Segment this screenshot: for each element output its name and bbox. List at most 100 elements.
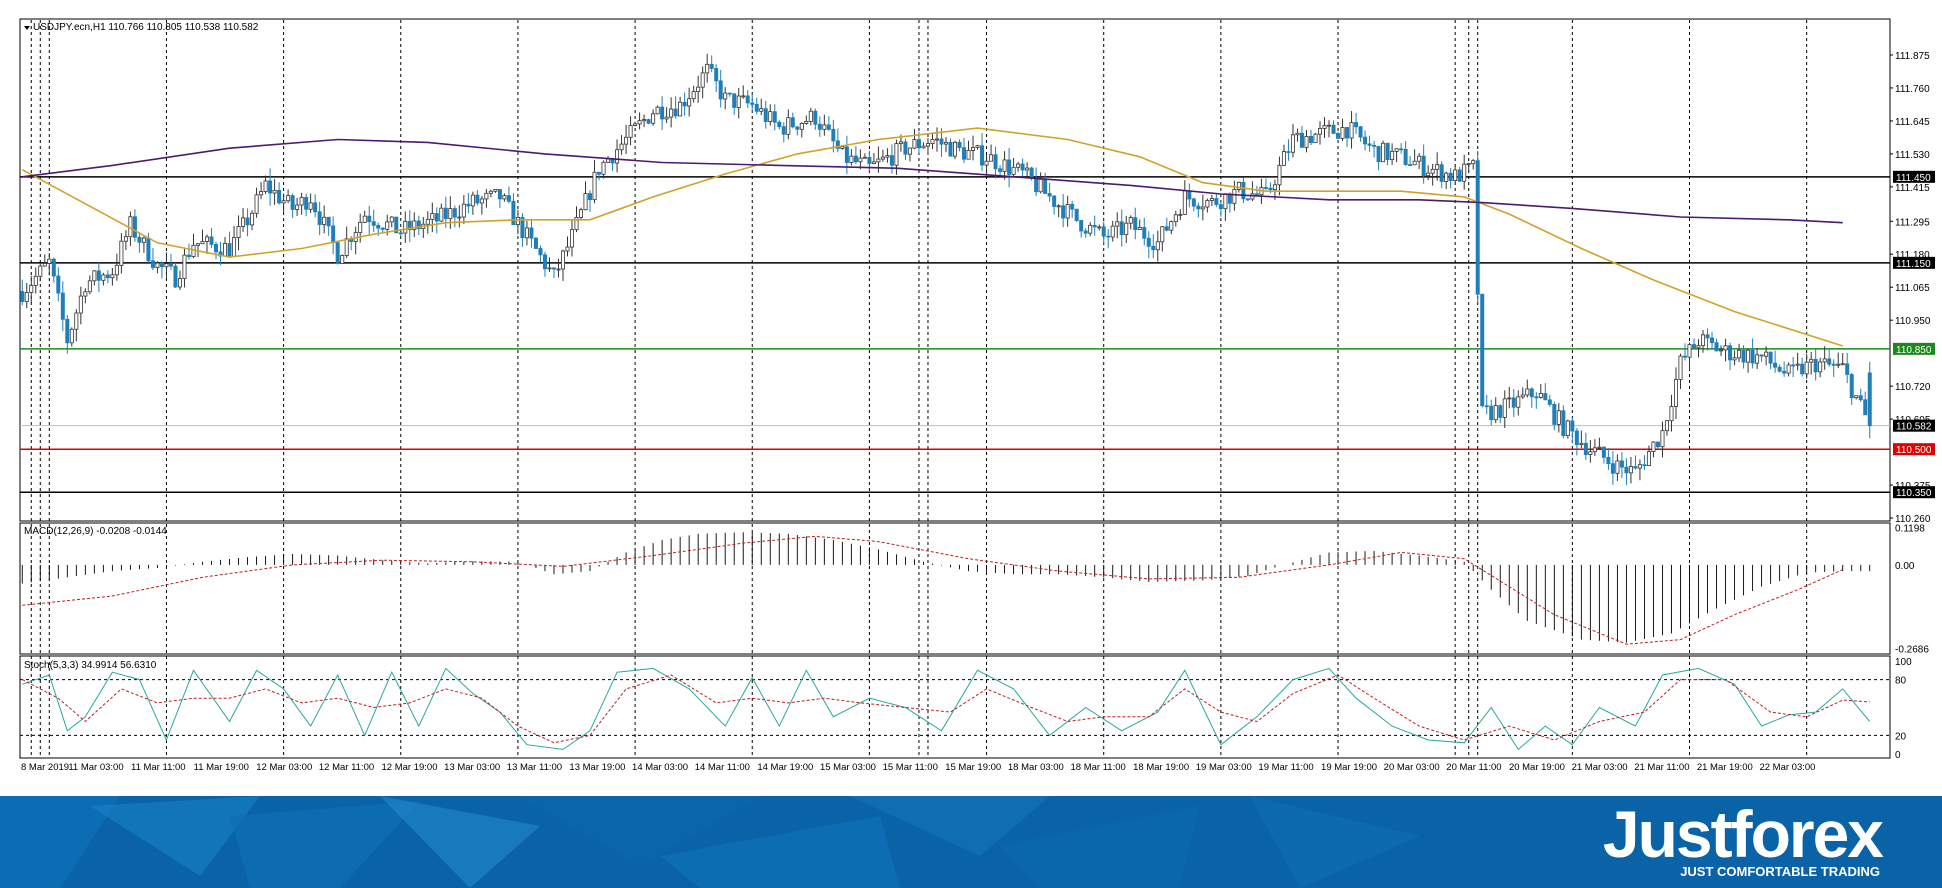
candle-body [889,155,894,166]
candle-body [1016,163,1021,168]
stoch-tick-label: 100 [1895,657,1912,668]
candle-body [403,220,408,234]
candle-body [1673,379,1678,407]
ma-slow-line [22,138,1843,224]
candle-body [461,203,466,218]
candle-body [1169,221,1174,231]
candle-body [862,156,867,159]
candle-body [601,161,606,175]
candle-body [1678,355,1683,380]
price-tick-label: 111.875 [1895,51,1930,62]
candle-body [817,123,822,130]
candle-body [1714,342,1719,352]
candle-body [768,111,773,122]
candle-body [1110,225,1115,238]
candle-body [281,200,286,204]
candle-body [101,274,106,281]
time-tick-label: 21 Mar 03:00 [1572,762,1628,773]
candle-body [150,260,155,268]
stoch-axis: 100 80 20 0 [1895,657,1912,761]
candle-body [1764,351,1769,357]
candle-body [1191,198,1196,207]
candle-body [443,207,448,220]
collapse-arrow-icon[interactable] [24,26,30,30]
level-tag-label: 110.350 [1896,488,1932,499]
candle-body [367,215,372,223]
candle-body [87,280,92,293]
candle-body [1435,164,1440,170]
candlestick-series [20,53,1872,486]
candle-body [42,263,47,267]
time-tick-label: 20 Mar 03:00 [1384,762,1440,773]
candle-body [1286,151,1291,153]
level-tag-label: 111.150 [1896,259,1931,270]
stoch-tick-label: 80 [1895,676,1907,687]
candle-body [980,145,985,166]
candle-body [885,155,890,158]
candle-body [439,207,444,222]
candle-body [1137,227,1142,230]
candle-body [1164,226,1169,231]
candle-body [1358,126,1363,138]
candle-body [1268,187,1273,191]
time-tick-label: 13 Mar 19:00 [569,762,625,773]
candle-body [177,278,182,288]
candle-body [182,254,187,279]
candle-body [998,168,1003,172]
price-tick-label: 110.720 [1895,382,1931,393]
level-tag-label: 110.582 [1896,422,1932,433]
candle-body [930,139,935,145]
candle-body [452,208,457,218]
candle-body [1845,363,1850,375]
candle-body [709,63,714,69]
candle-body [331,225,336,244]
candle-body [669,108,674,118]
time-tick-label: 12 Mar 03:00 [256,762,312,773]
candle-body [912,139,917,149]
candle-body [164,263,169,268]
candle-body [1849,374,1854,399]
candle-body [1484,405,1489,408]
candle-body [795,126,800,130]
candle-body [259,191,264,196]
candle-body [1056,205,1061,208]
level-tag-box [1893,486,1935,499]
candle-body [1660,430,1665,448]
candle-body [1601,446,1606,458]
candle-body [132,216,137,238]
candle-body [529,227,534,239]
macd-tick-label: 0.00 [1895,561,1915,572]
candle-body [1236,181,1241,190]
candle-body [335,242,340,264]
candle-body [1160,226,1165,243]
candle-body [1732,357,1737,361]
candle-body [1444,172,1449,182]
candle-body [1579,442,1584,445]
stoch-main-line [22,667,1871,751]
candle-body [1299,132,1304,148]
candle-body [362,215,367,223]
macd-tick-label: -0.2686 [1895,644,1929,655]
candle-body [344,238,349,256]
stoch-header: Stoch(5,3,3) 34.9914 56.6310 [24,660,157,671]
time-tick-label: 14 Mar 03:00 [632,762,688,773]
candle-body [655,106,660,115]
candle-body [65,318,70,344]
candle-body [1097,226,1102,229]
candle-body [835,140,840,149]
candle-body [1002,159,1007,172]
candle-body [407,220,412,231]
candle-body [646,119,651,124]
candle-body [957,141,962,149]
chart-canvas: 111.875 111.760 111.645 111.530 111.415 111.2… [19,18,1935,773]
candle-body [1313,133,1318,144]
footer-shape [850,796,1050,856]
candle-body [1178,213,1183,216]
candle-body [1570,420,1575,432]
price-tick-label: 111.645 [1895,117,1930,128]
time-tick-label: 20 Mar 11:00 [1446,762,1501,773]
time-tick-label: 13 Mar 11:00 [507,762,562,773]
candle-body [1728,345,1733,361]
time-tick-label: 21 Mar 19:00 [1697,762,1753,773]
justforex-logo: Justforex [1602,797,1884,871]
